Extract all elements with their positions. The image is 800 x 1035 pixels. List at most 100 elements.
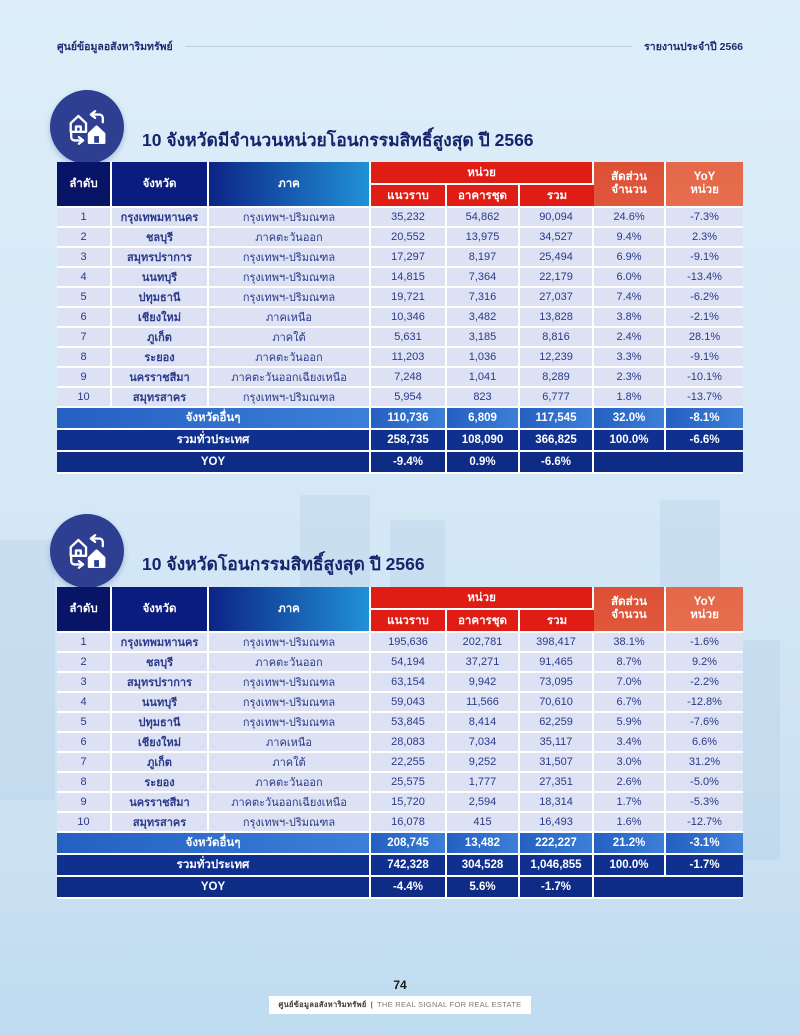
rank-cell: 4 — [57, 693, 112, 713]
share-cell: 6.9% — [594, 248, 667, 268]
brand-divider: | — [370, 1000, 373, 1009]
page-header: ศูนย์ข้อมูลอสังหาริมทรัพย์ รายงานประจำปี… — [57, 38, 743, 55]
table-row: 8 ระยอง ภาคตะวันออก 11,203 1,036 12,239 3.3% -9… — [57, 348, 744, 368]
share-cell: 2.4% — [594, 328, 667, 348]
share-cell: 8.7% — [594, 653, 667, 673]
share-cell: 9.4% — [594, 228, 667, 248]
rank-cell: 10 — [57, 813, 112, 833]
rank-cell: 6 — [57, 308, 112, 328]
header-report-year: รายงานประจำปี 2566 — [644, 41, 743, 53]
condo-cell: 7,034 — [447, 733, 520, 753]
rank-cell: 8 — [57, 773, 112, 793]
condo-cell: 823 — [447, 388, 520, 408]
region-cell: ภาคตะวันออก — [209, 348, 371, 368]
low-rise-cell: 195,636 — [371, 633, 447, 653]
rank-cell: 3 — [57, 248, 112, 268]
nationwide-total-label: รวมทั่วประเทศ — [57, 430, 371, 452]
share-cell: 24.6% — [594, 208, 667, 228]
col-header-region: ภาค — [209, 587, 371, 633]
col-header-condo: อาคารชุด — [447, 610, 520, 633]
province-cell: ภูเก็ต — [112, 753, 209, 773]
footer-brand: ศูนย์ข้อมูลอสังหาริมทรัพย์ | THE REAL SIGN… — [268, 996, 532, 1014]
low-rise-cell: 16,078 — [371, 813, 447, 833]
total-cell: 13,828 — [520, 308, 595, 328]
share-cell: 1.8% — [594, 388, 667, 408]
table-row: 4 นนทบุรี กรุงเทพฯ-ปริมณฑล 59,043 11,566 70,6… — [57, 693, 744, 713]
condo-cell: 1,777 — [447, 773, 520, 793]
total-cell: 34,527 — [520, 228, 595, 248]
header-divider-line — [184, 46, 633, 47]
province-cell: ชลบุรี — [112, 228, 209, 248]
col-header-rank: ลำดับ — [57, 162, 112, 208]
condo-cell: 3,185 — [447, 328, 520, 348]
share-cell: 5.9% — [594, 713, 667, 733]
yoy-cell: -12.8% — [666, 693, 744, 713]
table-row: 8 ระยอง ภาคตะวันออก 25,575 1,777 27,351 2.6% -5… — [57, 773, 744, 793]
table-row: 6 เชียงใหม่ ภาคเหนือ 28,083 7,034 35,117 3.4% 6… — [57, 733, 744, 753]
region-cell: ภาคเหนือ — [209, 308, 371, 328]
table-row: 2 ชลบุรี ภาคตะวันออก 20,552 13,975 34,527 9.4%… — [57, 228, 744, 248]
rank-cell: 1 — [57, 208, 112, 228]
yoy-cell: -5.0% — [666, 773, 744, 793]
yoy-cell: -2.2% — [666, 673, 744, 693]
col-header-province: จังหวัด — [112, 587, 209, 633]
low-rise-cell: 5,631 — [371, 328, 447, 348]
total-cell: 70,610 — [520, 693, 595, 713]
condo-cell: 11,566 — [447, 693, 520, 713]
table-body: 1 กรุงเทพมหานคร กรุงเทพฯ-ปริมณฑล 195,636 202… — [57, 633, 744, 833]
region-cell: กรุงเทพฯ-ปริมณฑล — [209, 813, 371, 833]
col-header-yoy: YoY หน่วย — [666, 162, 744, 208]
table-row: 2 ชลบุรี ภาคตะวันออก 54,194 37,271 91,465 8.7%… — [57, 653, 744, 673]
province-cell: ปทุมธานี — [112, 713, 209, 733]
col-header-share: สัดส่วน จำนวน — [594, 587, 667, 633]
province-cell: เชียงใหม่ — [112, 733, 209, 753]
low-rise-cell: 63,154 — [371, 673, 447, 693]
table-body: 1 กรุงเทพมหานคร กรุงเทพฯ-ปริมณฑล 35,232 54,8… — [57, 208, 744, 408]
province-cell: สมุทรสาคร — [112, 813, 209, 833]
col-header-total: รวม — [520, 185, 595, 208]
brand-tagline: THE REAL SIGNAL FOR REAL ESTATE — [376, 1000, 522, 1009]
low-rise-cell: 10,346 — [371, 308, 447, 328]
table-row: 7 ภูเก็ต ภาคใต้ 22,255 9,252 31,507 3.0% 31.2% — [57, 753, 744, 773]
total-cell: 31,507 — [520, 753, 595, 773]
rank-cell: 2 — [57, 653, 112, 673]
col-header-low-rise: แนวราบ — [371, 610, 447, 633]
share-cell: 3.4% — [594, 733, 667, 753]
region-cell: ภาคใต้ — [209, 753, 371, 773]
table-row: 9 นครราชสีมา ภาคตะวันออกเฉียงเหนือ 15,720 2,… — [57, 793, 744, 813]
table-row: 5 ปทุมธานี กรุงเทพฯ-ปริมณฑล 19,721 7,316 27,0… — [57, 288, 744, 308]
table-row: 5 ปทุมธานี กรุงเทพฯ-ปริมณฑล 53,845 8,414 62,2… — [57, 713, 744, 733]
region-cell: ภาคใต้ — [209, 328, 371, 348]
province-cell: นครราชสีมา — [112, 793, 209, 813]
rank-cell: 8 — [57, 348, 112, 368]
brand-thai-name: ศูนย์ข้อมูลอสังหาริมทรัพย์ — [278, 1000, 367, 1009]
yoy-cell: 9.2% — [666, 653, 744, 673]
province-cell: กรุงเทพมหานคร — [112, 633, 209, 653]
nationwide-total-label: รวมทั่วประเทศ — [57, 855, 371, 877]
condo-cell: 8,197 — [447, 248, 520, 268]
region-cell: ภาคตะวันออก — [209, 228, 371, 248]
yoy-cell: 31.2% — [666, 753, 744, 773]
other-provinces-label: จังหวัดอื่นๆ — [57, 833, 371, 855]
col-header-rank: ลำดับ — [57, 587, 112, 633]
province-cell: กรุงเทพมหานคร — [112, 208, 209, 228]
share-cell: 7.0% — [594, 673, 667, 693]
total-cell: 398,417 — [520, 633, 595, 653]
province-cell: นนทบุรี — [112, 268, 209, 288]
total-cell: 16,493 — [520, 813, 595, 833]
total-cell: 73,095 — [520, 673, 595, 693]
rank-cell: 7 — [57, 328, 112, 348]
rank-cell: 5 — [57, 713, 112, 733]
region-cell: กรุงเทพฯ-ปริมณฑล — [209, 693, 371, 713]
yoy-empty-cell — [594, 877, 744, 899]
yoy-cell: -9.1% — [666, 248, 744, 268]
total-cell: 35,117 — [520, 733, 595, 753]
col-header-condo: อาคารชุด — [447, 185, 520, 208]
total-cell: 8,289 — [520, 368, 595, 388]
condo-cell: 54,862 — [447, 208, 520, 228]
col-header-low-rise: แนวราบ — [371, 185, 447, 208]
condo-cell: 415 — [447, 813, 520, 833]
col-header-share: สัดส่วน จำนวน — [594, 162, 667, 208]
yoy-cell: -9.1% — [666, 348, 744, 368]
rank-cell: 10 — [57, 388, 112, 408]
